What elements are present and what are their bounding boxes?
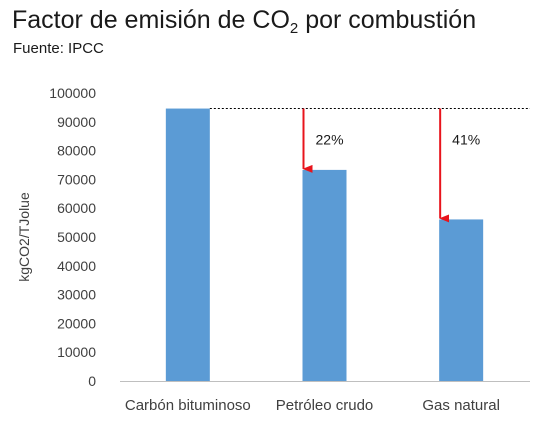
bar xyxy=(165,108,210,381)
bar xyxy=(302,169,347,381)
chart-title: Factor de emisión de CO2 por combustión xyxy=(12,6,477,37)
y-tick-label: 30000 xyxy=(57,287,96,303)
bars xyxy=(165,108,484,381)
bar xyxy=(439,219,484,381)
y-axis-ticks: 0 10000 20000 30000 40000 50000 60000 70000 8000… xyxy=(49,85,96,389)
annotation-label: 22% xyxy=(316,132,344,148)
x-tick-label: Carbón bituminoso xyxy=(125,397,251,414)
x-axis-ticks: Carbón bituminoso Petróleo crudo Gas natur… xyxy=(125,397,500,414)
y-tick-label: 0 xyxy=(88,373,96,389)
y-tick-label: 60000 xyxy=(57,200,96,216)
chart-title-main: Factor de emisión de CO xyxy=(12,6,290,34)
chart-title-subscript: 2 xyxy=(289,20,299,37)
annotation-arrows: 22% 41% xyxy=(302,108,480,223)
x-tick-label: Gas natural xyxy=(422,397,500,414)
chart-title-rest: por combustión xyxy=(298,6,477,34)
y-tick-label: 70000 xyxy=(57,171,96,187)
chart-subtitle: Fuente: IPCC xyxy=(13,40,104,57)
y-tick-label: 20000 xyxy=(57,315,96,331)
annotation-label: 41% xyxy=(452,132,480,148)
y-tick-label: 90000 xyxy=(57,114,96,130)
x-tick-label: Petróleo crudo xyxy=(276,397,374,414)
y-tick-label: 10000 xyxy=(57,344,96,360)
y-axis-label: kgCO2/TJolue xyxy=(16,192,32,282)
y-tick-label: 40000 xyxy=(57,258,96,274)
y-tick-label: 50000 xyxy=(57,229,96,245)
y-tick-label: 100000 xyxy=(49,85,96,101)
y-tick-label: 80000 xyxy=(57,143,96,159)
